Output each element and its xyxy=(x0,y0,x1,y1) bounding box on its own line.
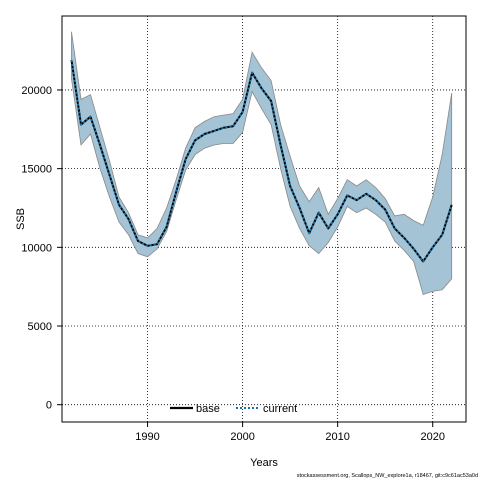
footer-source: stockassessment.org, Scallops_NW_explore… xyxy=(297,473,478,479)
x-tick-label: 1990 xyxy=(135,431,159,443)
x-tick-label: 2000 xyxy=(230,431,254,443)
x-tick-label: 2020 xyxy=(420,431,444,443)
legend: base current xyxy=(170,403,297,415)
series-line-base xyxy=(70,59,453,263)
x-axis-ticks: 1990 2000 2010 2020 xyxy=(135,422,445,443)
y-tick-label: 20000 xyxy=(21,85,52,97)
plot-frame xyxy=(61,15,467,423)
series-lines xyxy=(70,59,453,263)
y-axis-ticks: 0 5000 10000 15000 20000 xyxy=(21,85,62,412)
y-axis-title: SSB xyxy=(15,208,27,230)
legend-current-label: current xyxy=(263,403,297,415)
x-axis-title: Years xyxy=(250,457,278,469)
legend-base-label: base xyxy=(196,403,220,415)
y-tick-label: 0 xyxy=(46,400,52,412)
x-tick-label: 2010 xyxy=(325,431,349,443)
y-tick-label: 15000 xyxy=(21,164,52,176)
y-tick-label: 10000 xyxy=(21,242,52,254)
y-tick-label: 5000 xyxy=(28,321,52,333)
